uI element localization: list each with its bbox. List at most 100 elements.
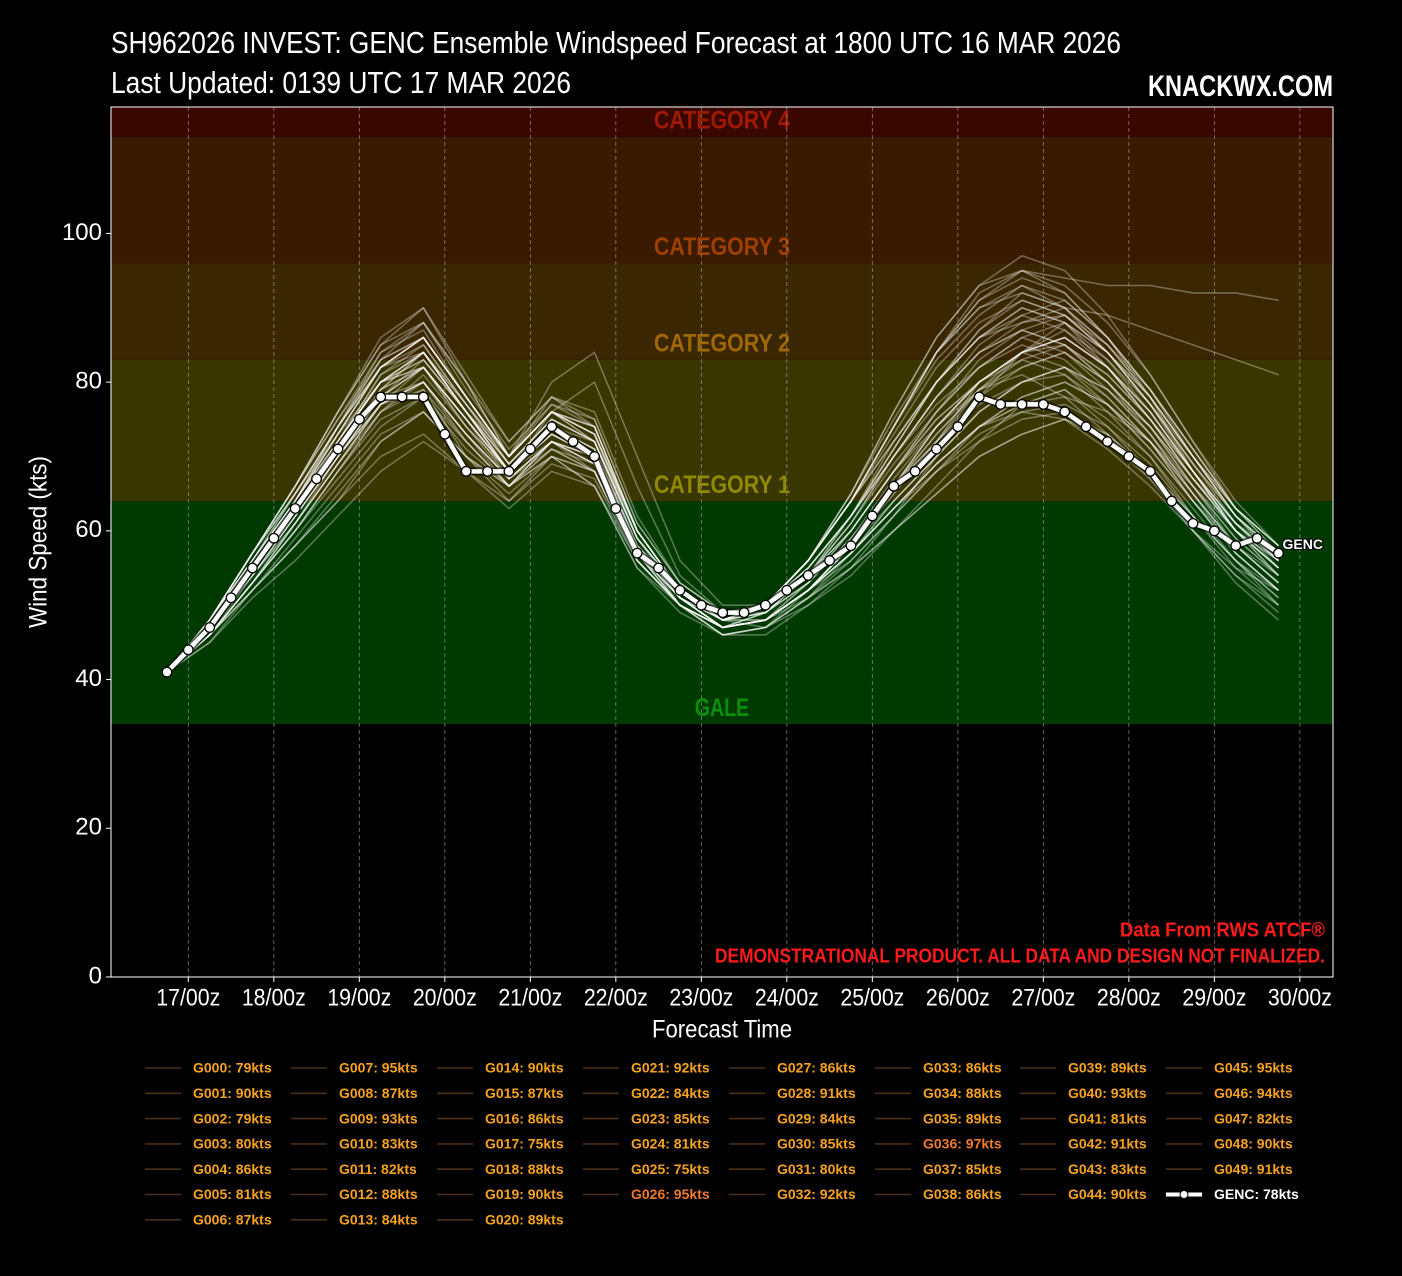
member-line bbox=[166, 307, 1280, 673]
member-line bbox=[166, 336, 1279, 673]
marker bbox=[674, 584, 686, 596]
marker bbox=[1102, 436, 1113, 448]
legend-label: G003: 80kts bbox=[193, 1136, 272, 1152]
member-line bbox=[166, 307, 1280, 673]
legend-label: G002: 79kts bbox=[193, 1110, 272, 1126]
legend: G000: 79kts G001: 90kts G002: 79kts G003: 8… bbox=[145, 1060, 1299, 1228]
y-axis-label: Wind Speed (kts) bbox=[25, 456, 53, 628]
marker bbox=[589, 451, 600, 462]
member-line bbox=[166, 299, 1280, 673]
legend-label: G030: 85kts bbox=[777, 1136, 856, 1152]
member-line bbox=[166, 284, 1280, 673]
marker bbox=[824, 555, 836, 567]
x-tick-label: 20/00z bbox=[413, 984, 477, 1011]
member-line bbox=[166, 366, 1279, 673]
member-line bbox=[166, 329, 1280, 673]
marker bbox=[1059, 406, 1071, 418]
marker bbox=[546, 421, 558, 433]
x-tick-label: 18/00z bbox=[242, 984, 306, 1011]
marker bbox=[717, 607, 729, 619]
member-line bbox=[166, 336, 1280, 673]
legend-label: G033: 86kts bbox=[923, 1060, 1002, 1076]
marker bbox=[653, 562, 665, 574]
x-tick-label: 26/00z bbox=[926, 984, 990, 1011]
member-line bbox=[166, 388, 1280, 673]
x-tick-label: 25/00z bbox=[840, 984, 904, 1011]
legend-label: G022: 84kts bbox=[631, 1085, 710, 1101]
legend-label: G040: 93kts bbox=[1068, 1085, 1147, 1101]
member-line bbox=[166, 359, 1280, 673]
chart-subtitle: Last Updated: 0139 UTC 17 MAR 2026 bbox=[111, 65, 571, 100]
x-tick-label: 27/00z bbox=[1011, 984, 1075, 1011]
x-tick-label: 21/00z bbox=[498, 984, 562, 1011]
marker bbox=[225, 592, 237, 604]
marker bbox=[460, 465, 472, 477]
marker bbox=[952, 421, 964, 433]
legend-label: G032: 92kts bbox=[777, 1186, 856, 1202]
x-tick-label: 29/00z bbox=[1182, 984, 1246, 1011]
marker bbox=[802, 570, 814, 581]
marker bbox=[1144, 465, 1156, 477]
marker bbox=[1016, 398, 1028, 410]
marker bbox=[1251, 532, 1263, 544]
legend-label: G043: 83kts bbox=[1068, 1161, 1147, 1177]
band-label: CATEGORY 2 bbox=[654, 330, 790, 358]
marker bbox=[931, 443, 942, 455]
marker bbox=[995, 398, 1007, 410]
member-line bbox=[166, 381, 1280, 673]
annotation: Data From RWS ATCF® bbox=[1120, 919, 1325, 941]
marker bbox=[396, 391, 408, 403]
marker bbox=[973, 391, 985, 403]
chart-title: SH962026 INVEST: GENC Ensemble Windspeed… bbox=[111, 25, 1121, 60]
x-tick-label: 22/00z bbox=[584, 984, 648, 1011]
marker bbox=[610, 503, 622, 514]
marker bbox=[1166, 495, 1178, 507]
member-line bbox=[166, 321, 1279, 673]
legend-label: G036: 97kts bbox=[923, 1136, 1002, 1152]
y-tick-label: 60 bbox=[75, 516, 102, 543]
band-label: GALE bbox=[695, 694, 749, 722]
marker bbox=[781, 584, 793, 596]
legend-label: G042: 91kts bbox=[1068, 1136, 1147, 1152]
intensity-band bbox=[111, 263, 1333, 360]
marker bbox=[311, 473, 323, 485]
member-line bbox=[166, 321, 1280, 673]
marker bbox=[1037, 398, 1049, 410]
legend-label: G044: 90kts bbox=[1068, 1186, 1147, 1202]
marker bbox=[375, 391, 387, 403]
member-line bbox=[166, 351, 1280, 673]
member-line bbox=[166, 344, 1280, 673]
legend-label: G013: 84kts bbox=[339, 1212, 418, 1228]
band-label: CATEGORY 4 bbox=[654, 106, 790, 134]
legend-label: G028: 91kts bbox=[777, 1085, 856, 1101]
member-line bbox=[166, 329, 1280, 673]
legend-label: G035: 89kts bbox=[923, 1110, 1002, 1126]
y-tick-label: 100 bbox=[62, 219, 102, 246]
legend-label: G037: 85kts bbox=[923, 1161, 1002, 1177]
legend-label: G012: 88kts bbox=[339, 1186, 418, 1202]
marker bbox=[289, 503, 301, 514]
marker bbox=[1230, 540, 1242, 552]
member-line bbox=[166, 388, 1279, 673]
member-line bbox=[166, 314, 1280, 673]
intensity-band bbox=[111, 136, 1333, 264]
member-line bbox=[166, 269, 1280, 673]
marker bbox=[353, 413, 365, 425]
legend-label: G045: 95kts bbox=[1214, 1060, 1293, 1076]
member-line bbox=[166, 269, 1279, 673]
member-line bbox=[166, 314, 1280, 673]
marker bbox=[909, 465, 921, 477]
legend-label: G021: 92kts bbox=[631, 1060, 710, 1076]
member-line bbox=[166, 292, 1280, 673]
marker bbox=[695, 599, 707, 611]
legend-label: G047: 82kts bbox=[1214, 1110, 1293, 1126]
legend-label: G007: 95kts bbox=[339, 1060, 418, 1076]
y-tick-label: 40 bbox=[75, 665, 102, 692]
legend-label: GENC: 78kts bbox=[1214, 1186, 1299, 1202]
legend-label: G008: 87kts bbox=[339, 1085, 418, 1101]
legend-label: G018: 88kts bbox=[485, 1161, 564, 1177]
member-line bbox=[166, 269, 1280, 673]
band-label: CATEGORY 3 bbox=[654, 233, 790, 261]
legend-swatch-marker bbox=[1179, 1190, 1189, 1199]
